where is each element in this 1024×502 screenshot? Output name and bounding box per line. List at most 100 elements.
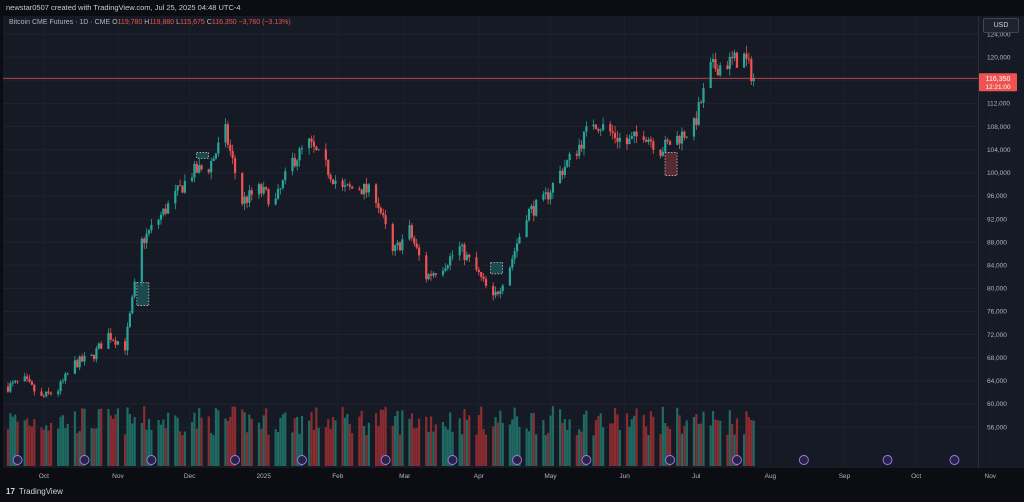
candle-body[interactable] [441,270,445,275]
candle-body[interactable] [363,183,366,195]
candle-body[interactable] [241,172,244,204]
candle-body[interactable] [92,354,96,360]
candle-body[interactable] [515,243,519,252]
candle-body[interactable] [561,170,564,175]
candle-body[interactable] [575,153,578,156]
candle-body[interactable] [568,153,571,161]
candle-body[interactable] [341,180,344,187]
candle-body[interactable] [281,180,284,189]
candle-body[interactable] [97,343,100,349]
candle-body[interactable] [408,225,411,240]
candle-body[interactable] [745,53,748,59]
candle-body[interactable] [214,153,218,159]
event-icon[interactable] [665,455,675,465]
candle-body[interactable] [210,161,213,173]
candle-body[interactable] [649,139,653,142]
candle-body[interactable] [728,56,731,69]
candle-body[interactable] [124,341,127,351]
candle-body[interactable] [463,244,466,260]
candle-body[interactable] [709,61,712,89]
candle-body[interactable] [6,386,10,392]
candle-body[interactable] [262,187,265,194]
candle-body[interactable] [351,186,354,189]
candle-body[interactable] [200,165,203,170]
candle-body[interactable] [618,137,621,142]
candle-body[interactable] [578,144,581,156]
candle-body[interactable] [444,268,447,271]
candle-body[interactable] [518,236,521,244]
event-icon[interactable] [79,455,90,465]
gap-box[interactable] [664,152,678,176]
candle-body[interactable] [140,238,143,282]
candle-body[interactable] [178,185,182,187]
candle-body[interactable] [398,242,402,251]
candle-body[interactable] [695,118,698,125]
candle-body[interactable] [652,141,655,150]
candle-body[interactable] [530,205,533,210]
candle-body[interactable] [274,198,277,205]
candle-body[interactable] [700,102,703,103]
candle-body[interactable] [551,183,555,193]
candle-body[interactable] [508,267,511,286]
candle-body[interactable] [33,384,36,392]
candle-body[interactable] [279,188,282,189]
candle-body[interactable] [733,52,736,58]
candle-body[interactable] [181,185,184,193]
candle-body[interactable] [40,391,43,396]
candle-body[interactable] [59,381,62,392]
candle-body[interactable] [384,215,387,225]
candle-body[interactable] [128,313,131,327]
candle-body[interactable] [513,251,516,259]
gap-box[interactable] [136,282,150,307]
candle-body[interactable] [116,341,120,345]
candle-body[interactable] [9,383,12,392]
event-icon[interactable] [297,455,307,465]
candle-body[interactable] [374,184,378,204]
candle-body[interactable] [731,56,734,58]
symbol-legend[interactable]: Bitcoin CME Futures · 1D · CME O119,780 … [9,19,291,26]
candle-body[interactable] [535,199,538,216]
candle-body[interactable] [659,149,662,156]
candle-body[interactable] [61,380,65,382]
candle-body[interactable] [511,258,514,268]
candle-body[interactable] [284,171,287,181]
candle-body[interactable] [678,135,681,144]
candle-body[interactable] [625,137,629,145]
candle-body[interactable] [107,332,110,349]
candle-body[interactable] [425,255,428,280]
candle-body[interactable] [697,102,700,125]
candle-body[interactable] [747,58,750,60]
candle-body[interactable] [250,190,253,195]
event-icon[interactable] [447,455,458,465]
candle-body[interactable] [233,158,237,173]
candle-body[interactable] [257,184,261,195]
candle-body[interactable] [685,136,688,138]
candle-body[interactable] [80,356,84,362]
candle-body[interactable] [417,247,421,256]
candle-body[interactable] [164,208,167,214]
candle-body[interactable] [16,380,19,382]
candle-body[interactable] [594,124,598,129]
candle-body[interactable] [692,118,696,137]
candle-body[interactable] [324,149,327,160]
candle-body[interactable] [312,141,316,147]
candle-body[interactable] [451,255,454,257]
candle-body[interactable] [716,68,719,76]
candle-body[interactable] [317,149,320,151]
candle-body[interactable] [377,203,380,208]
candle-body[interactable] [207,169,210,173]
candle-body[interactable] [602,124,605,131]
candle-body[interactable] [413,237,416,244]
candle-body[interactable] [167,203,170,214]
candle-body[interactable] [396,242,399,246]
candle-body[interactable] [611,131,614,134]
candle-body[interactable] [468,254,471,258]
candle-body[interactable] [401,239,404,251]
candle-body[interactable] [499,290,502,294]
candle-body[interactable] [45,391,48,397]
candle-body[interactable] [735,52,739,68]
candle-body[interactable] [329,175,332,180]
candle-body[interactable] [14,380,17,383]
candle-body[interactable] [308,138,311,149]
